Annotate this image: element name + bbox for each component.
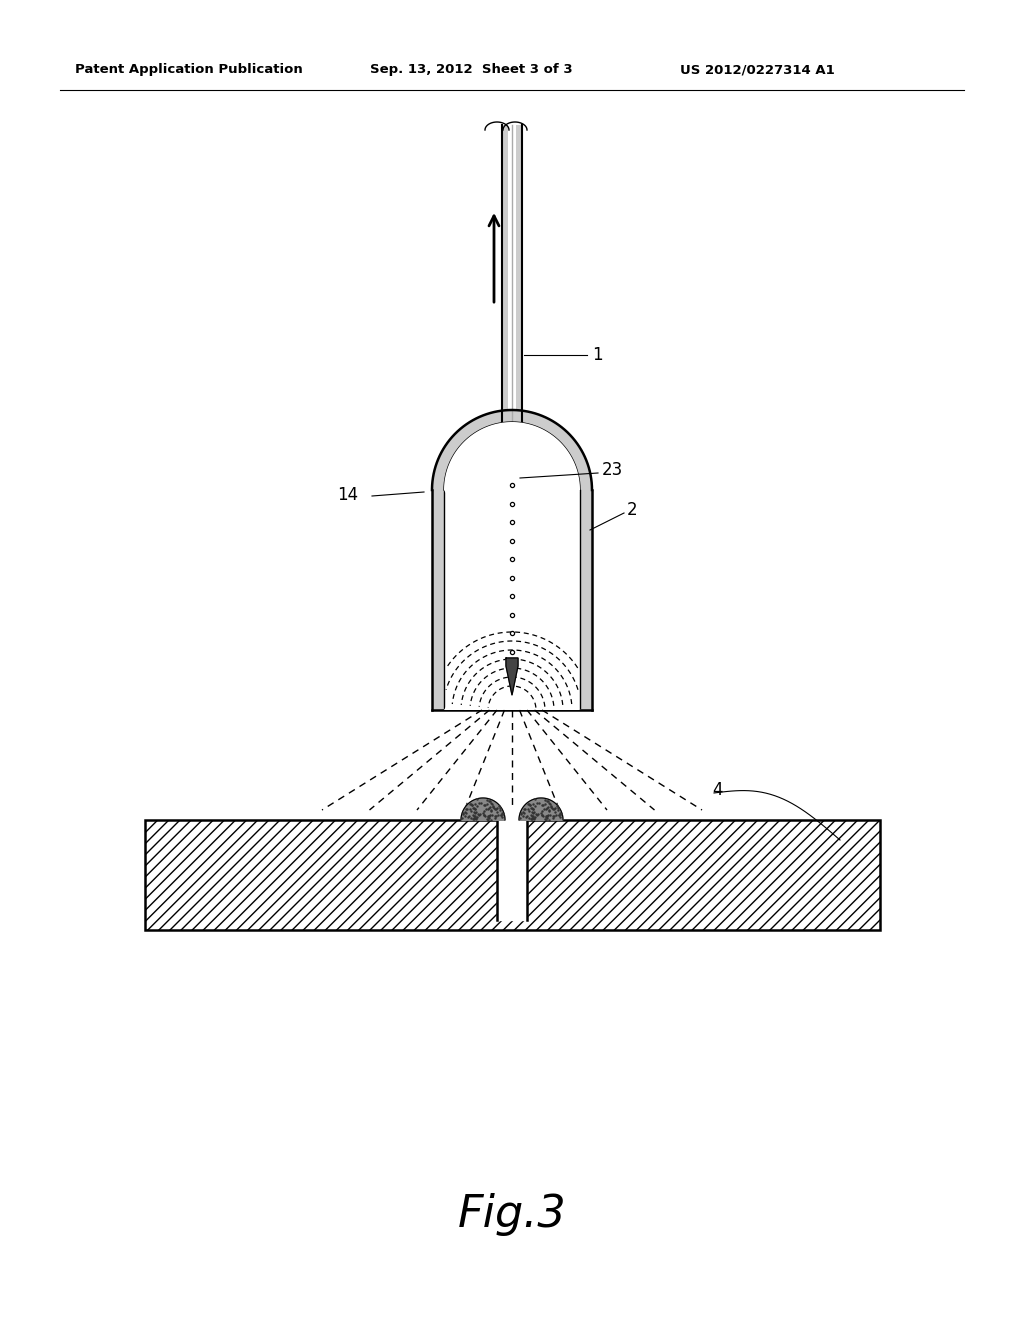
- Text: 14: 14: [337, 486, 358, 504]
- Text: 23: 23: [602, 461, 624, 479]
- Text: Patent Application Publication: Patent Application Publication: [75, 63, 303, 77]
- Text: Fig.3: Fig.3: [458, 1193, 566, 1237]
- Polygon shape: [506, 657, 518, 696]
- Text: 4: 4: [712, 781, 723, 799]
- Text: 1: 1: [592, 346, 603, 364]
- Text: Sep. 13, 2012  Sheet 3 of 3: Sep. 13, 2012 Sheet 3 of 3: [370, 63, 572, 77]
- Polygon shape: [497, 818, 527, 920]
- Polygon shape: [145, 820, 880, 931]
- Polygon shape: [461, 799, 505, 820]
- Polygon shape: [444, 422, 580, 710]
- Polygon shape: [432, 411, 592, 490]
- Polygon shape: [519, 799, 563, 820]
- Text: US 2012/0227314 A1: US 2012/0227314 A1: [680, 63, 835, 77]
- Text: 2: 2: [627, 502, 638, 519]
